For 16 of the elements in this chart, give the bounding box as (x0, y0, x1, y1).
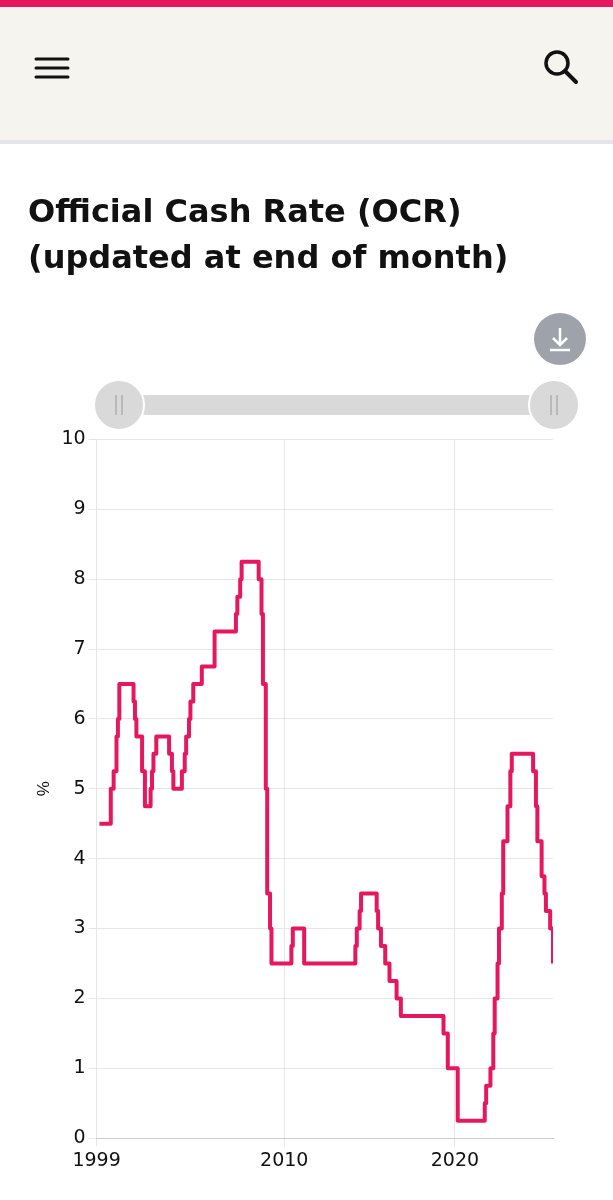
y-tick-label: 8 (73, 566, 86, 589)
chart-title: Official Cash Rate (OCR) (updated at end of month) (28, 191, 510, 278)
y-axis-title: % (33, 781, 53, 797)
y-tick-label: 9 (73, 496, 86, 519)
y-tick-label: 7 (73, 635, 86, 658)
y-tick-label: 5 (73, 775, 86, 798)
y-tick-label: 4 (73, 845, 86, 868)
x-tick-label: 2020 (430, 1147, 480, 1170)
x-tick-label: 2010 (260, 1147, 309, 1170)
y-tick-label: 1 (73, 1055, 86, 1078)
y-tick-label: 10 (61, 426, 86, 449)
y-tick-label: 6 (73, 705, 86, 728)
y-tick-label: 0 (73, 1125, 86, 1148)
y-tick-label: 3 (73, 915, 86, 938)
x-tick-label: 1999 (72, 1147, 121, 1170)
y-tick-label: 2 (73, 985, 86, 1008)
